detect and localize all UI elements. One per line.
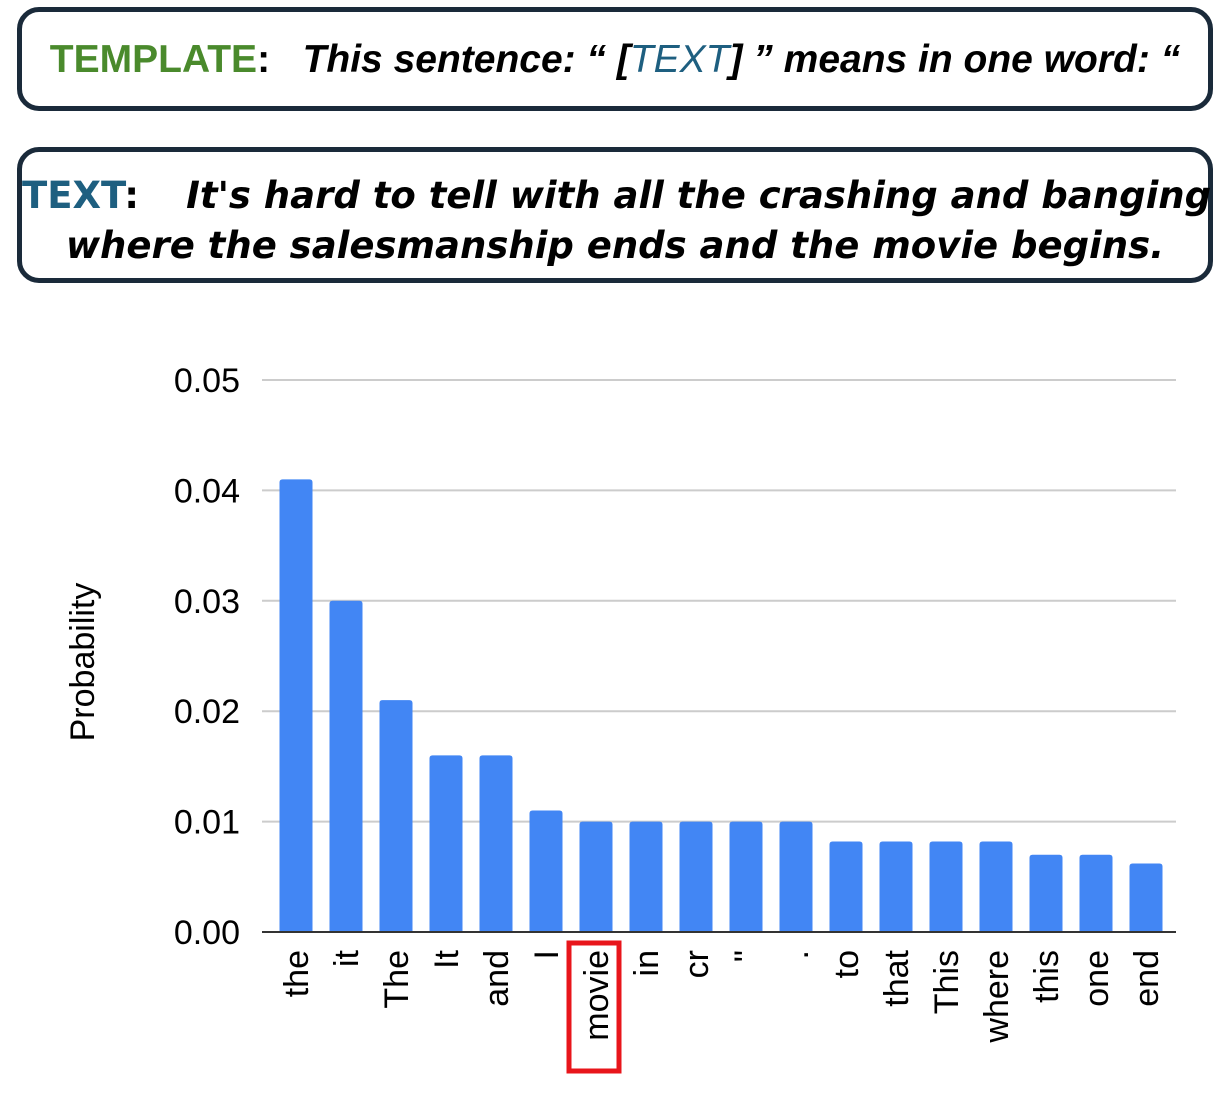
category-label-8: cr (678, 950, 716, 978)
y-tick-label: 0.03 (174, 583, 240, 621)
bar-7 (629, 821, 663, 932)
template-label: TEMPLATE (49, 38, 258, 81)
text-label: TEXT (22, 174, 125, 217)
category-label-2: The (378, 950, 416, 1009)
category-label-5: I (528, 950, 566, 959)
bar-13 (929, 841, 963, 932)
bar-6 (579, 821, 613, 932)
bar-3 (429, 755, 463, 932)
category-label-4: and (478, 950, 516, 1007)
template-placeholder: TEXT (629, 38, 730, 81)
y-axis-label: Probability (64, 583, 102, 742)
bar-14 (979, 841, 1013, 932)
bar-10 (779, 821, 813, 932)
category-label-6: movie (578, 950, 616, 1041)
y-tick-label: 0.05 (174, 362, 240, 400)
text-line-2-content: where the salesmanship ends and the movi… (65, 224, 1165, 267)
category-label-9: " (728, 950, 766, 962)
category-label-11: to (828, 950, 866, 978)
text-line-1-content: It's hard to tell with all the crashing … (186, 174, 1212, 217)
grid-lines (262, 379, 1176, 823)
y-tick-labels: 0.00 0.01 0.02 0.03 0.04 0.05 (174, 362, 240, 952)
bars (279, 479, 1163, 932)
category-label-7: in (628, 950, 666, 976)
bar-0 (279, 479, 313, 932)
bar-11 (829, 841, 863, 932)
text-box: TEXT: It's hard to tell with all the cra… (17, 147, 1213, 283)
bar-4 (479, 755, 513, 932)
bar-12 (879, 841, 913, 932)
category-label-12: that (878, 949, 916, 1006)
bar-2 (379, 700, 413, 932)
template-text-after: ] ” means in one word: “ (729, 38, 1181, 81)
category-label-14: where (978, 950, 1016, 1044)
category-label-3: It (428, 949, 466, 968)
category-label-1: it (328, 949, 366, 967)
bar-16 (1079, 854, 1113, 932)
bar-8 (679, 821, 713, 932)
y-tick-label: 0.04 (174, 472, 240, 510)
y-tick-label: 0.01 (174, 804, 240, 842)
template-text-before: This sentence: “ [ (302, 38, 630, 81)
text-line-1: TEXT: It's hard to tell with all the cra… (22, 174, 1212, 218)
category-label-10: . (778, 950, 816, 959)
category-label-0: the (278, 950, 316, 997)
bar-15 (1029, 854, 1063, 932)
bar-9 (729, 821, 763, 932)
category-label-17: end (1128, 950, 1166, 1007)
category-label-15: this (1028, 950, 1066, 1003)
y-tick-label: 0.02 (174, 693, 240, 731)
category-label-13: This (928, 950, 966, 1014)
bar-5 (529, 810, 563, 932)
template-colon: : (257, 38, 271, 81)
text-colon: : (124, 174, 140, 217)
bar-1 (329, 600, 363, 932)
text-line-2: where the salesmanship ends and the movi… (22, 224, 1208, 268)
bar-17 (1129, 863, 1163, 932)
category-label-16: one (1078, 950, 1116, 1007)
highlight-box (566, 940, 622, 1074)
template-line: TEMPLATE: This sentence: “ [TEXT] ” mean… (22, 38, 1208, 82)
template-box: TEMPLATE: This sentence: “ [TEXT] ” mean… (17, 7, 1213, 111)
y-tick-label: 0.00 (174, 914, 240, 952)
